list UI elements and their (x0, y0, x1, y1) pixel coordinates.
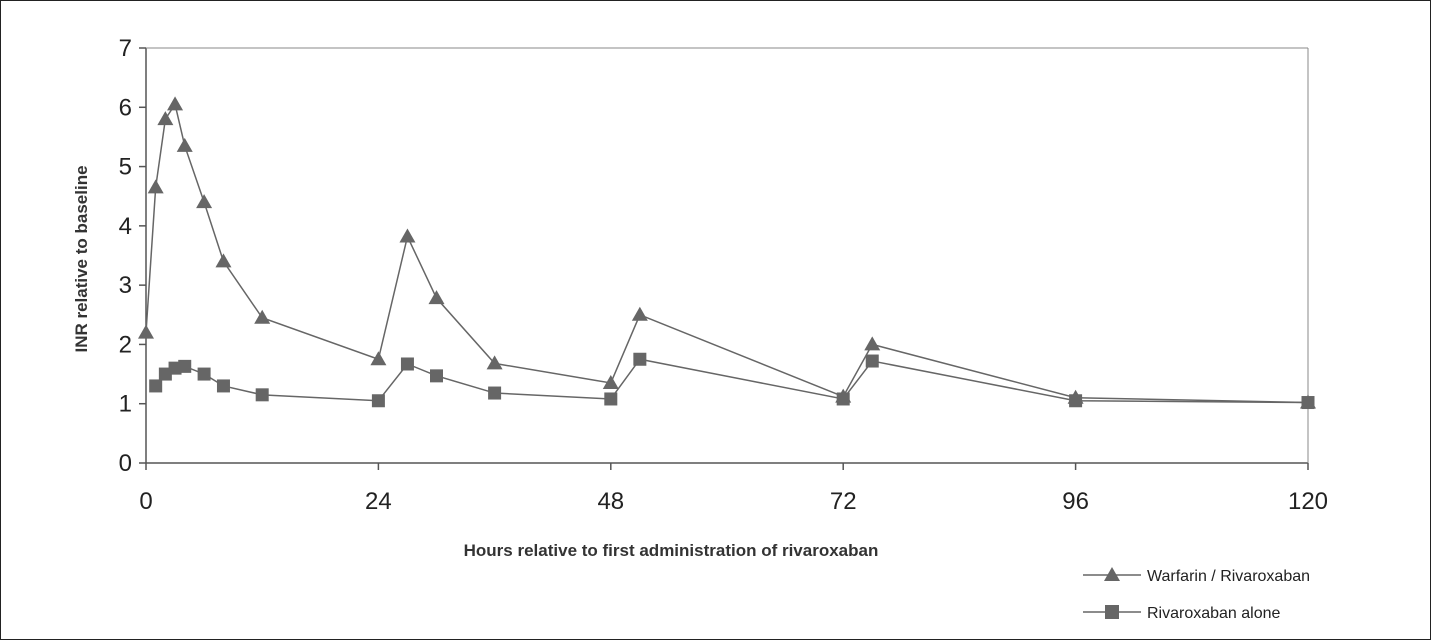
series-line-1 (155, 358, 1309, 404)
x-tick-label: 48 (597, 488, 624, 515)
y-tick-label: 4 (119, 213, 132, 240)
x-axis-title: Hours relative to first administration o… (464, 541, 879, 560)
legend-item-rivaroxaban-alone: Rivaroxaban alone (1083, 605, 1281, 622)
axes (145, 47, 1309, 464)
data-point-triangle (176, 137, 193, 152)
data-point-square (216, 379, 230, 393)
data-point-triangle (138, 324, 154, 339)
y-tick-label: 1 (119, 391, 132, 418)
legend-label-warfarin-rivaroxaban: Warfarin / Rivaroxaban (1147, 568, 1310, 585)
data-point-triangle (428, 290, 445, 305)
data-point-square (149, 379, 163, 393)
data-point-square (430, 369, 443, 383)
y-tick-label: 2 (119, 331, 132, 358)
x-tick-label: 0 (139, 488, 152, 515)
data-point-square (197, 367, 211, 381)
data-point-triangle (864, 336, 881, 351)
x-tick-label: 72 (830, 488, 857, 515)
data-point-triangle (370, 351, 387, 366)
data-point-triangle (254, 309, 271, 324)
legend-label-rivaroxaban-alone: Rivaroxaban alone (1147, 605, 1281, 622)
data-point-square (255, 388, 269, 402)
y-tick-label: 6 (119, 94, 132, 121)
data-point-triangle (631, 306, 648, 321)
ticks: 0 1 2 3 4 5 6 7 0 24 48 72 96 120 (119, 35, 1328, 515)
data-point-square (178, 359, 192, 373)
data-point-square (1301, 396, 1315, 410)
legend-item-warfarin-rivaroxaban: Warfarin / Rivaroxaban (1083, 567, 1310, 585)
data-point-square (488, 386, 502, 400)
data-point-square (836, 392, 850, 406)
legend-square-icon (1105, 605, 1119, 619)
y-axis-title: INR relative to baseline (72, 165, 91, 352)
data-point-triangle (399, 228, 416, 243)
data-point-triangle (167, 96, 184, 111)
data-point-square (633, 352, 647, 366)
y-tick-label: 0 (119, 450, 132, 477)
legend: Warfarin / Rivaroxaban Rivaroxaban alone (1083, 567, 1310, 622)
data-point-square (371, 394, 385, 408)
data-point-square (865, 354, 879, 368)
legend-triangle-icon (1104, 567, 1120, 581)
x-tick-label: 120 (1288, 488, 1328, 515)
x-tick-label: 96 (1062, 488, 1089, 515)
series-line-0 (145, 102, 1309, 404)
data-point-triangle (486, 355, 503, 370)
data-point-triangle (602, 374, 619, 389)
data-point-square (604, 392, 618, 406)
series-layer (138, 96, 1316, 410)
data-point-square (1069, 394, 1083, 408)
data-point-triangle (157, 111, 174, 126)
data-point-triangle (147, 179, 164, 194)
data-point-square (400, 357, 414, 371)
y-tick-label: 5 (119, 154, 132, 181)
data-point-triangle (215, 253, 232, 268)
y-tick-label: 3 (119, 272, 132, 299)
data-point-triangle (196, 194, 213, 209)
x-tick-label: 24 (365, 488, 392, 515)
y-tick-label: 7 (119, 35, 132, 62)
